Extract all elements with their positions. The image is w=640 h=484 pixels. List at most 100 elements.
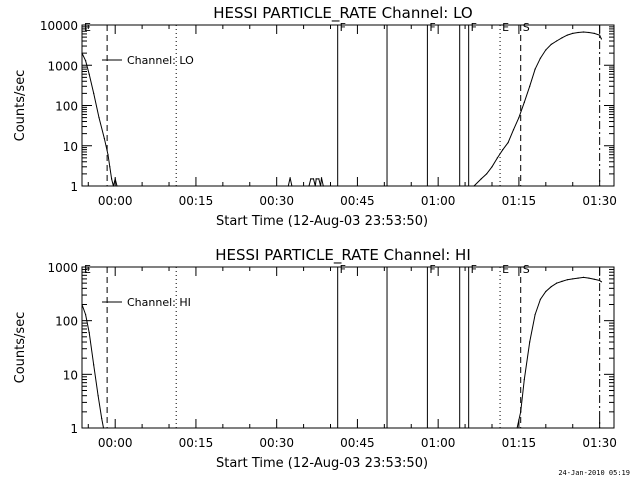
y-tick-label: 100: [55, 100, 78, 114]
data-point: [550, 43, 552, 45]
y-tick-label: 10: [63, 368, 78, 382]
event-marker-label: E: [502, 263, 509, 276]
data-point: [588, 277, 590, 279]
event-marker-label: E: [84, 263, 91, 276]
legend-label: Channel: LO: [127, 54, 194, 67]
data-point: [93, 92, 95, 94]
data-point: [507, 141, 509, 144]
data-point: [103, 138, 106, 140]
data-point: [289, 177, 291, 179]
y-tick-label: 1000: [47, 59, 78, 73]
data-point: [486, 173, 488, 175]
x-tick-label: 00:15: [179, 436, 214, 450]
data-point: [582, 276, 585, 279]
data-point: [97, 395, 99, 397]
data-point: [107, 154, 109, 156]
data-point: [93, 364, 95, 366]
data-point: [88, 73, 90, 75]
data-point: [112, 185, 114, 187]
data-point: [561, 37, 563, 39]
data-point: [566, 279, 568, 281]
data-point: [600, 38, 603, 40]
event-marker-label: F: [471, 263, 477, 276]
y-tick-label: 10000: [40, 19, 78, 33]
data-point: [516, 427, 518, 429]
event-marker-label: F: [340, 21, 346, 34]
data-point: [545, 290, 547, 293]
event-marker-label: E: [84, 21, 91, 34]
data-point: [512, 129, 515, 131]
data-point: [577, 277, 579, 279]
data-point: [287, 185, 289, 187]
data-point: [81, 303, 83, 306]
x-tick-label: 01:30: [582, 436, 617, 450]
generated-timestamp: 24-Jan-2010 05:19: [558, 469, 630, 477]
data-point: [566, 34, 568, 36]
event-marker-label: S: [523, 21, 530, 34]
x-tick-label: 00:45: [340, 194, 375, 208]
data-point: [322, 185, 324, 187]
x-tick-label: 00:00: [98, 194, 133, 208]
data-point: [312, 178, 315, 180]
data-point: [291, 185, 293, 187]
y-tick-label: 1000: [47, 261, 78, 275]
event-marker-label: F: [340, 263, 346, 276]
chart-title: HESSI PARTICLE_RATE Channel: LO: [213, 4, 472, 23]
data-point: [539, 298, 542, 300]
series-line: [516, 276, 602, 429]
data-point: [320, 185, 322, 187]
data-point: [109, 166, 111, 168]
data-point: [116, 185, 118, 187]
x-tick-label: 01:30: [582, 194, 617, 208]
plot-frame: [81, 24, 615, 187]
legend-label: Channel: HI: [127, 296, 191, 309]
data-point: [473, 185, 475, 187]
series-line: [287, 177, 293, 187]
event-marker-label: S: [523, 263, 530, 276]
data-point: [577, 31, 579, 34]
y-tick-label: 100: [55, 315, 78, 329]
y-tick-label: 1: [70, 180, 78, 194]
data-point: [572, 32, 574, 34]
data-point: [308, 185, 310, 187]
data-point: [518, 117, 520, 119]
data-point: [102, 427, 105, 429]
data-point: [315, 178, 317, 180]
data-point: [593, 32, 595, 34]
data-point: [84, 313, 87, 316]
data-point: [593, 278, 595, 280]
plot-frame: [81, 266, 615, 429]
y-axis-label: Counts/sec: [13, 312, 28, 384]
data-point: [582, 31, 585, 33]
data-point: [318, 178, 320, 180]
data-point: [529, 85, 531, 87]
data-point: [496, 157, 498, 159]
x-tick-label: 01:00: [421, 436, 456, 450]
event-marker-label: F: [429, 21, 435, 34]
data-point: [534, 313, 536, 316]
data-point: [523, 378, 525, 381]
y-tick-label: 10: [63, 140, 78, 154]
data-point: [320, 177, 323, 179]
data-point: [550, 286, 552, 288]
x-tick-label: 00:30: [259, 194, 294, 208]
x-tick-label: 01:15: [502, 194, 537, 208]
data-point: [599, 279, 601, 282]
series-line: [81, 52, 118, 187]
data-point: [523, 101, 525, 103]
data-point: [314, 185, 316, 187]
x-tick-label: 00:00: [98, 436, 133, 450]
x-tick-label: 00:45: [340, 436, 375, 450]
x-tick-label: 00:30: [259, 436, 294, 450]
data-point: [534, 68, 536, 70]
data-point: [101, 417, 103, 420]
data-point: [599, 34, 601, 36]
data-point: [88, 331, 90, 334]
data-point: [600, 281, 603, 283]
y-axis-label: Counts/sec: [13, 70, 28, 142]
data-point: [539, 57, 542, 59]
event-marker-label: F: [429, 263, 435, 276]
data-point: [98, 117, 100, 119]
data-point: [111, 178, 113, 180]
